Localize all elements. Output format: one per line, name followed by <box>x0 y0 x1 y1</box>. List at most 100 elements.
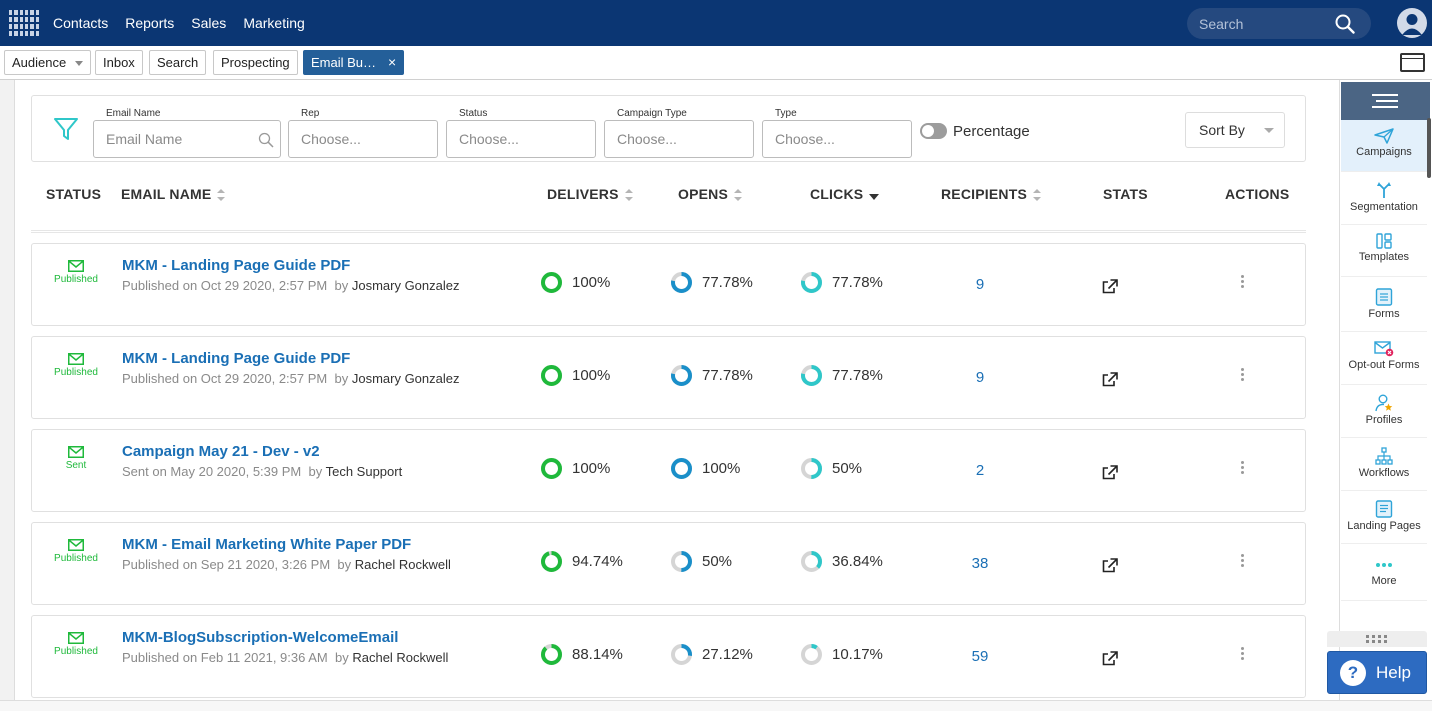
email-name-link[interactable]: Campaign May 21 - Dev - v2 <box>122 443 320 460</box>
recipients-link[interactable]: 59 <box>971 648 989 665</box>
header-delivers-label: DELIVERS <box>547 186 619 202</box>
header-email-name[interactable]: EMAIL NAME <box>121 186 226 202</box>
external-link-icon[interactable] <box>1102 279 1118 294</box>
email-name-link[interactable]: MKM - Email Marketing White Paper PDF <box>122 536 412 553</box>
external-link-icon[interactable] <box>1102 558 1118 573</box>
header-recipients[interactable]: RECIPIENTS <box>941 186 1042 202</box>
clicks-cell: 77.78% <box>801 272 883 293</box>
header-opens[interactable]: OPENS <box>678 186 743 202</box>
status-select[interactable]: Choose... <box>446 120 596 158</box>
filter-bar: Email Name Email Name Rep Choose... Stat… <box>31 95 1306 162</box>
sort-by-select[interactable]: Sort By <box>1185 112 1285 148</box>
more-vertical-icon[interactable] <box>1239 275 1245 291</box>
clicks-value: 10.17% <box>832 646 883 663</box>
sidebar-item-opt-out-forms[interactable]: Opt-out Forms <box>1341 333 1427 385</box>
external-link-icon[interactable] <box>1102 465 1118 480</box>
sidebar-item-segmentation[interactable]: Segmentation <box>1341 173 1427 225</box>
search-icon <box>258 132 274 148</box>
sidebar-item-more[interactable]: More <box>1341 549 1427 601</box>
email-name-label: Email Name <box>106 108 161 119</box>
email-name-link[interactable]: MKM - Landing Page Guide PDF <box>122 257 351 274</box>
rep-label: Rep <box>301 108 320 119</box>
more-vertical-icon[interactable] <box>1239 647 1245 663</box>
sort-by-label: Sort By <box>1199 122 1245 138</box>
email-name-input[interactable]: Email Name <box>93 120 281 158</box>
recipients-link[interactable]: 38 <box>971 555 989 572</box>
more-vertical-icon[interactable] <box>1239 554 1245 570</box>
external-link-icon[interactable] <box>1102 651 1118 666</box>
sidebar-item-templates[interactable]: Templates <box>1341 225 1427 277</box>
table-row: Published MKM-BlogSubscription-WelcomeEma… <box>31 615 1306 698</box>
table-row: Sent Campaign May 21 - Dev - v2 Sent on Ma… <box>31 429 1306 512</box>
header-clicks-label: CLICKS <box>810 186 864 202</box>
email-author: Josmary Gonzalez <box>351 371 460 386</box>
email-date: Published on Oct 29 2020, 2:57 PM <box>122 278 328 293</box>
rep-select[interactable]: Choose... <box>288 120 438 158</box>
tab-search[interactable]: Search <box>149 50 207 75</box>
delivers-cell: 100% <box>541 365 610 386</box>
drag-handle[interactable] <box>1327 631 1427 647</box>
opens-value: 77.78% <box>702 367 753 384</box>
delivers-value: 100% <box>572 367 611 384</box>
delivers-cell: 100% <box>541 272 610 293</box>
app-logo-icon[interactable] <box>9 10 39 36</box>
email-name-link[interactable]: MKM-BlogSubscription-WelcomeEmail <box>122 629 399 646</box>
tab-prospecting[interactable]: Prospecting <box>213 50 298 75</box>
clicks-cell: 50% <box>801 458 862 479</box>
tab-email-builder-label: Email Bu… <box>311 55 377 70</box>
email-by-prefix: by <box>334 371 349 386</box>
sort-icon <box>1033 189 1042 202</box>
type-label: Type <box>775 108 797 119</box>
search-icon[interactable] <box>1335 14 1355 34</box>
recipients-link[interactable]: 9 <box>975 369 985 386</box>
reader-layout-icon[interactable] <box>1400 53 1425 72</box>
nav-sales[interactable]: Sales <box>191 15 227 31</box>
user-avatar-icon[interactable] <box>1397 8 1427 38</box>
sidebar-item-profiles[interactable]: Profiles <box>1341 386 1427 438</box>
close-icon[interactable]: × <box>388 54 397 70</box>
recipients-link[interactable]: 9 <box>975 276 985 293</box>
sort-icon <box>624 189 633 202</box>
nav-reports[interactable]: Reports <box>125 15 175 31</box>
mail-icon <box>68 539 84 551</box>
sidebar-item-label: More <box>1371 575 1397 587</box>
more-vertical-icon[interactable] <box>1239 461 1245 477</box>
more-vertical-icon[interactable] <box>1239 368 1245 384</box>
email-meta: Published on Sep 21 2020, 3:26 PM by Rac… <box>122 557 451 572</box>
recipients-link[interactable]: 2 <box>975 462 985 479</box>
sidebar-item-workflows[interactable]: Workflows <box>1341 439 1427 491</box>
email-date: Sent on May 20 2020, 5:39 PM <box>122 464 302 479</box>
percentage-label: Percentage <box>953 123 1030 140</box>
sidebar-item-landing-pages[interactable]: Landing Pages <box>1341 492 1427 544</box>
email-by-prefix: by <box>308 464 323 479</box>
help-button[interactable]: ? Help <box>1327 651 1427 694</box>
opens-cell: 100% <box>671 458 740 479</box>
email-name-filter: Email Name Email Name <box>93 108 281 158</box>
nav-marketing[interactable]: Marketing <box>243 15 305 31</box>
nav-contacts[interactable]: Contacts <box>53 15 109 31</box>
email-name-link[interactable]: MKM - Landing Page Guide PDF <box>122 350 351 367</box>
status-filter: Status Choose... <box>446 108 596 158</box>
global-search-input[interactable] <box>1199 15 1329 32</box>
sidebar-item-campaigns[interactable]: Campaigns <box>1341 120 1427 172</box>
chevron-down-icon <box>1264 128 1274 133</box>
menu-toggle[interactable] <box>1341 82 1430 120</box>
campaign-type-select[interactable]: Choose... <box>604 120 754 158</box>
sidebar-scrollbar[interactable] <box>1427 118 1431 178</box>
header-clicks[interactable]: CLICKS <box>810 186 880 202</box>
sidebar-item-forms[interactable]: Forms <box>1341 280 1427 332</box>
tab-email-builder[interactable]: Email Bu… × <box>303 50 405 75</box>
header-delivers[interactable]: DELIVERS <box>547 186 633 202</box>
sidebar-item-label: Segmentation <box>1350 201 1418 213</box>
delivers-cell: 100% <box>541 458 610 479</box>
external-link-icon[interactable] <box>1102 372 1118 387</box>
tab-inbox[interactable]: Inbox <box>95 50 143 75</box>
filter-icon[interactable] <box>53 116 79 142</box>
percentage-toggle[interactable] <box>920 123 947 139</box>
status-label: Status <box>459 108 488 119</box>
tab-audience[interactable]: Audience <box>4 50 92 75</box>
email-meta: Sent on May 20 2020, 5:39 PM by Tech Sup… <box>122 464 402 479</box>
type-select[interactable]: Choose... <box>762 120 912 158</box>
clicks-donut <box>801 644 822 665</box>
email-meta: Published on Oct 29 2020, 2:57 PM by Jos… <box>122 278 460 293</box>
